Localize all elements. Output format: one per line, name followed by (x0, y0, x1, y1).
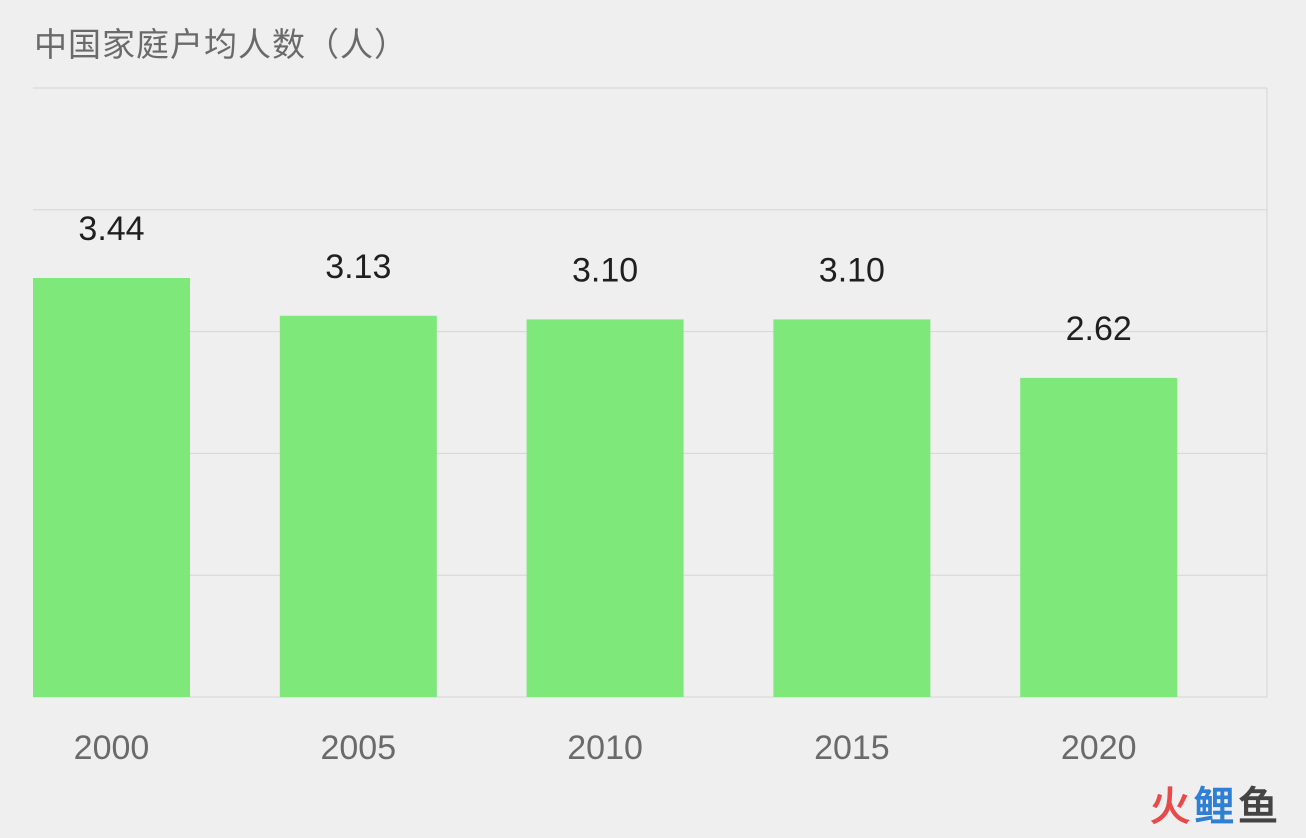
x-tick-label: 2015 (814, 729, 890, 767)
watermark-part-1: 火 (1150, 784, 1194, 830)
bar-2020 (1020, 377, 1178, 697)
bar-2000 (33, 278, 190, 697)
bar-2010 (526, 319, 684, 697)
watermark-part-2: 鲤 (1194, 784, 1238, 830)
bar-2015 (773, 319, 931, 697)
chart-title: 中国家庭户均人数（人） (34, 25, 408, 64)
x-tick-label: 2000 (74, 729, 150, 767)
value-label: 3.13 (325, 248, 391, 286)
x-tick-label: 2020 (1061, 729, 1137, 767)
x-tick-label: 2005 (320, 729, 396, 767)
value-label: 3.10 (572, 251, 638, 289)
watermark-part-3: 鱼 (1238, 784, 1282, 830)
x-tick-label: 2010 (567, 729, 643, 767)
bar-2005 (279, 315, 437, 697)
watermark-logo: 火鲤鱼 (1150, 774, 1282, 832)
value-label: 3.44 (78, 210, 144, 248)
value-label: 2.62 (1066, 310, 1132, 348)
value-label: 3.10 (819, 251, 885, 289)
